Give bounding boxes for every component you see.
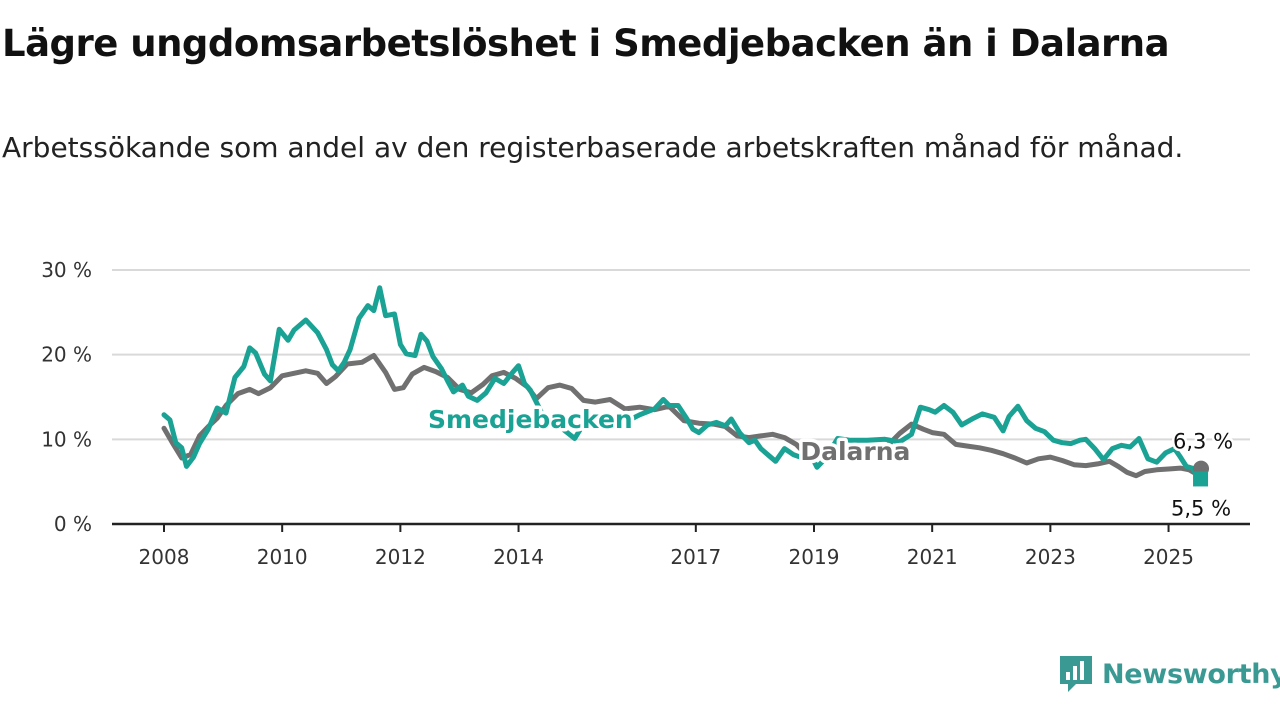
x-tick-label: 2010 bbox=[257, 545, 308, 569]
line-chart: 0 % 10 % 20 % 30 % 2008 2010 2012 2014 2017 2019 2… bbox=[41, 258, 1250, 569]
series-lines bbox=[161, 285, 1204, 480]
series-label-smedjebacken: Smedjebacken bbox=[428, 405, 633, 434]
end-label-dalarna: 6,3 % bbox=[1173, 430, 1233, 454]
series-line-dalarna bbox=[161, 353, 1204, 479]
x-tick-label: 2023 bbox=[1025, 545, 1076, 569]
x-tick-label: 2021 bbox=[907, 545, 958, 569]
x-tick-label: 2019 bbox=[789, 545, 840, 569]
series-label-dalarna: Dalarna bbox=[800, 437, 910, 466]
axes: 0 % 10 % 20 % 30 % 2008 2010 2012 2014 2017 2019 2… bbox=[41, 258, 1250, 569]
series-labels: Smedjebacken Dalarna 6,3 % 5,5 % bbox=[424, 402, 1235, 523]
y-tick-label: 0 % bbox=[54, 512, 92, 536]
end-point-smedjebacken bbox=[1193, 471, 1209, 487]
x-tick-label: 2025 bbox=[1143, 545, 1194, 569]
end-label-smedjebacken: 5,5 % bbox=[1171, 496, 1231, 520]
x-tick-label: 2017 bbox=[670, 545, 721, 569]
chart-title: Lägre ungdomsarbetslöshet i Smedjebacken… bbox=[2, 22, 1170, 65]
chart-subtitle: Arbetssökande som andel av den registerb… bbox=[2, 131, 1184, 164]
y-tick-label: 30 % bbox=[41, 258, 92, 282]
y-tick-label: 10 % bbox=[41, 427, 92, 451]
newsworthy-logo: Newsworthy bbox=[1058, 654, 1280, 694]
bar-chart-speech-icon bbox=[1060, 656, 1092, 692]
brand-name: Newsworthy bbox=[1102, 658, 1280, 690]
y-tick-label: 20 % bbox=[41, 343, 92, 367]
x-tick-label: 2012 bbox=[375, 545, 426, 569]
gridlines bbox=[112, 269, 1250, 441]
x-tick-label: 2014 bbox=[493, 545, 544, 569]
x-tick-label: 2008 bbox=[139, 545, 190, 569]
series-line-smedjebacken bbox=[161, 285, 1204, 480]
